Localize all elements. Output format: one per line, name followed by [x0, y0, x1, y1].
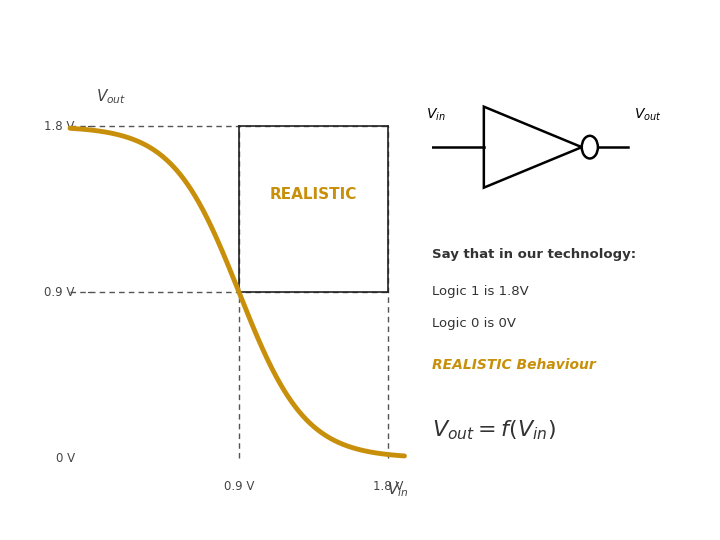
Text: REALISTIC Behaviour: REALISTIC Behaviour [432, 358, 595, 372]
Text: 0.9 V: 0.9 V [45, 286, 75, 299]
Text: 0 V: 0 V [55, 451, 75, 465]
Text: Logic 0 is 0V: Logic 0 is 0V [432, 318, 516, 330]
Text: Inverter Voltage Transfer Curve (VTC): Inverter Voltage Transfer Curve (VTC) [13, 21, 604, 49]
Text: $V_{out} = f(V_{in})$: $V_{out} = f(V_{in})$ [432, 418, 556, 442]
Text: $V_{out}$: $V_{out}$ [634, 106, 661, 123]
Text: 20: 20 [686, 517, 707, 532]
Text: $V_{in}$: $V_{in}$ [426, 106, 446, 123]
Text: REALISTIC: REALISTIC [270, 187, 357, 202]
Text: 0.9 V: 0.9 V [224, 481, 254, 494]
Text: Logic 1 is 1.8V: Logic 1 is 1.8V [432, 285, 528, 298]
Text: Say that in our technology:: Say that in our technology: [432, 248, 636, 261]
Text: $V_{out}$: $V_{out}$ [96, 87, 127, 106]
Text: $V_{in}$: $V_{in}$ [387, 481, 408, 499]
Text: 1.8 V: 1.8 V [373, 481, 403, 494]
Text: 1.8 V: 1.8 V [45, 120, 75, 133]
